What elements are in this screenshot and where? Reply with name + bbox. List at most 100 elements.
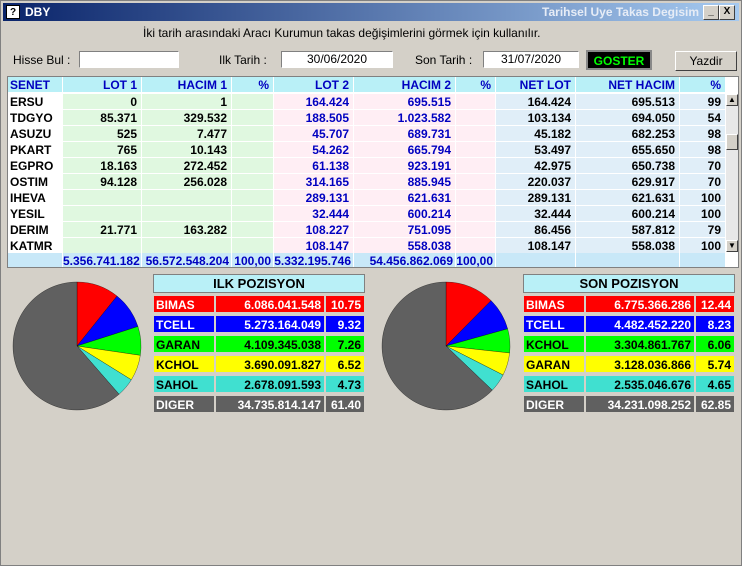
ilk-row-value: 2.678.091.593: [215, 375, 325, 393]
cell-pct1: [232, 206, 274, 222]
ilk-pozisyon-pie: [12, 281, 142, 411]
total-pct1: 100,00: [232, 253, 274, 267]
cell-lot1: 765: [63, 142, 142, 158]
col-header-net-lot: NET LOT: [496, 77, 576, 93]
total-hacim1: 56.572.548.204: [142, 253, 232, 267]
cell-pct2: [456, 206, 496, 222]
ilk-row-name: BIMAS: [153, 295, 215, 313]
cell-pct-net: 70: [680, 174, 726, 190]
cell-lot1: [63, 190, 142, 206]
total-net-hacim: [576, 253, 680, 267]
ilk-tarih-input[interactable]: 30/06/2020: [281, 51, 393, 68]
cell-lot1: 21.771: [63, 222, 142, 238]
cell-pct-net: 79: [680, 222, 726, 238]
cell-hacim1: 256.028: [142, 174, 232, 190]
cell-lot2: 54.262: [274, 142, 354, 158]
cell-senet[interactable]: EGPRO: [8, 158, 63, 174]
son-tarih-input[interactable]: 31/07/2020: [483, 51, 579, 68]
cell-hacim2: 1.023.582: [354, 110, 456, 126]
cell-net-hacim: 600.214: [576, 206, 680, 222]
col-header-lot1: LOT 1: [63, 77, 142, 93]
cell-hacim2: 695.515: [354, 94, 456, 110]
cell-lot1: 0: [63, 94, 142, 110]
son-row-pct: 4.65: [695, 375, 735, 393]
ilk-row-name: KCHOL: [153, 355, 215, 373]
son-row-pct: 6.06: [695, 335, 735, 353]
ilk-row-value: 3.690.091.827: [215, 355, 325, 373]
cell-hacim1: 10.143: [142, 142, 232, 158]
cell-pct2: [456, 110, 496, 126]
ilk-row-value: 5.273.164.049: [215, 315, 325, 333]
son-row-value: 3.304.861.767: [585, 335, 695, 353]
son-row-value: 6.775.366.286: [585, 295, 695, 313]
data-grid[interactable]: ▲ ▼ SENET LOT 1 HACIM 1% LOT 2 HACIM 2% NET L…: [7, 76, 739, 268]
hisse-input[interactable]: [79, 51, 179, 68]
cell-lot1: [63, 206, 142, 222]
cell-hacim1: 329.532: [142, 110, 232, 126]
scroll-down-arrow-icon[interactable]: ▼: [726, 240, 738, 252]
cell-senet[interactable]: IHEVA: [8, 190, 63, 206]
cell-pct-net: 98: [680, 126, 726, 142]
cell-senet[interactable]: KATMR: [8, 238, 63, 254]
cell-senet[interactable]: PKART: [8, 142, 63, 158]
cell-pct1: [232, 222, 274, 238]
cell-pct-net: 54: [680, 110, 726, 126]
minimize-button[interactable]: _: [703, 5, 719, 20]
ilk-slice-diger: [12, 281, 120, 411]
cell-net-lot: 103.134: [496, 110, 576, 126]
ilk-row-pct: 9.32: [325, 315, 365, 333]
col-header-hacim1: HACIM 1: [142, 77, 232, 93]
close-button[interactable]: X: [719, 5, 735, 20]
ilk-pozisyon-title: ILK POZISYON: [153, 274, 365, 293]
window-subtitle: Tarihsel Uye Takas Degisim: [542, 5, 699, 19]
son-row-pct: 5.74: [695, 355, 735, 373]
scroll-up-arrow-icon[interactable]: ▲: [726, 94, 738, 106]
son-row-name: GARAN: [523, 355, 585, 373]
son-row-pct: 62.85: [695, 395, 735, 413]
cell-lot2: 314.165: [274, 174, 354, 190]
goster-button[interactable]: GOSTER: [586, 50, 652, 70]
cell-pct1: [232, 94, 274, 110]
cell-pct2: [456, 126, 496, 142]
cell-senet[interactable]: ASUZU: [8, 126, 63, 142]
cell-pct-net: 98: [680, 142, 726, 158]
cell-hacim1: 7.477: [142, 126, 232, 142]
son-row-value: 4.482.452.220: [585, 315, 695, 333]
son-row-value: 3.128.036.866: [585, 355, 695, 373]
son-pozisyon-title: SON POZISYON: [523, 274, 735, 293]
cell-senet[interactable]: DERIM: [8, 222, 63, 238]
hisse-label: Hisse Bul :: [13, 53, 71, 67]
ilk-row-pct: 7.26: [325, 335, 365, 353]
cell-pct2: [456, 158, 496, 174]
son-row-name: BIMAS: [523, 295, 585, 313]
ilk-tarih-label: Ilk Tarih :: [219, 53, 267, 67]
cell-hacim1: [142, 190, 232, 206]
cell-net-hacim: 621.631: [576, 190, 680, 206]
cell-net-hacim: 629.917: [576, 174, 680, 190]
cell-hacim1: [142, 206, 232, 222]
ilk-row-pct: 10.75: [325, 295, 365, 313]
cell-senet[interactable]: OSTIM: [8, 174, 63, 190]
son-row-name: SAHOL: [523, 375, 585, 393]
vertical-scrollbar[interactable]: ▲ ▼: [726, 94, 738, 252]
cell-pct2: [456, 190, 496, 206]
total-lot2: 5.332.195.746: [274, 253, 354, 267]
col-header-pct2: %: [456, 77, 496, 93]
ilk-row-name: GARAN: [153, 335, 215, 353]
cell-hacim2: 885.945: [354, 174, 456, 190]
cell-senet[interactable]: TDGYO: [8, 110, 63, 126]
total-net-lot: [496, 253, 576, 267]
scroll-thumb[interactable]: [726, 134, 738, 150]
cell-net-hacim: 558.038: [576, 238, 680, 254]
cell-senet[interactable]: YESIL: [8, 206, 63, 222]
cell-lot1: 525: [63, 126, 142, 142]
cell-hacim1: 272.452: [142, 158, 232, 174]
cell-senet[interactable]: ERSU: [8, 94, 63, 110]
cell-net-lot: 164.424: [496, 94, 576, 110]
yazdir-button[interactable]: Yazdir: [675, 51, 737, 71]
cell-hacim2: 923.191: [354, 158, 456, 174]
cell-lot2: 289.131: [274, 190, 354, 206]
cell-net-lot: 86.456: [496, 222, 576, 238]
app-icon[interactable]: ?: [6, 5, 20, 19]
